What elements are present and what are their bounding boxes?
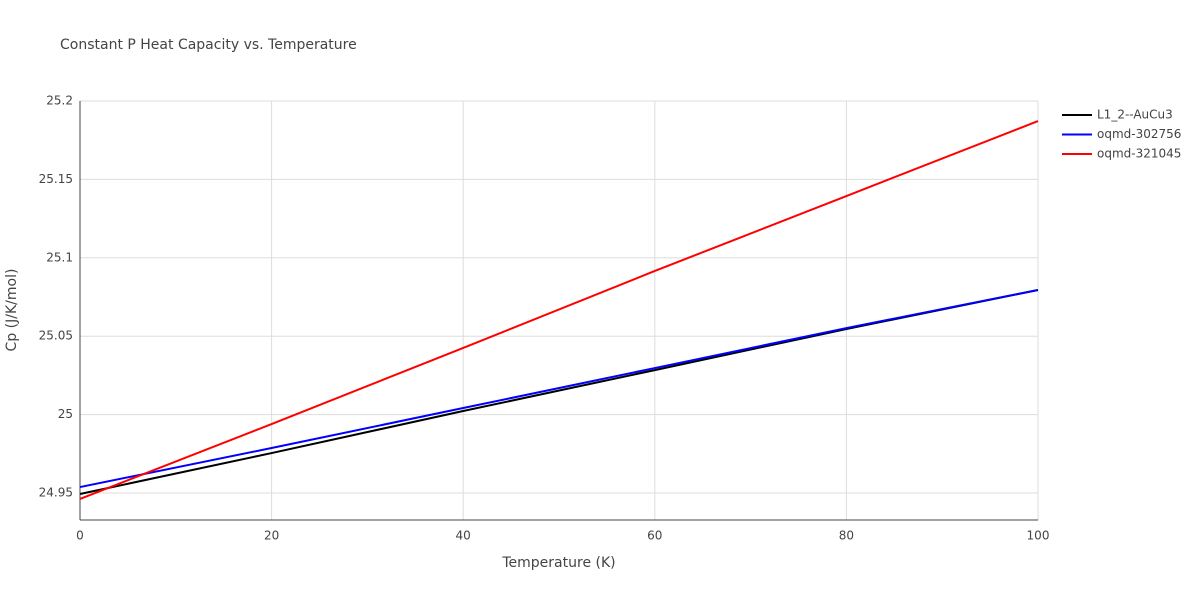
legend-label: oqmd-321045: [1097, 147, 1181, 161]
x-tick-label: 20: [264, 529, 279, 543]
x-tick-label: 80: [839, 529, 854, 543]
x-tick-label: 100: [1027, 529, 1050, 543]
y-tick-label: 25.2: [46, 94, 73, 108]
y-tick-label: 24.95: [39, 486, 73, 500]
x-axis-label: Temperature (K): [501, 555, 615, 571]
y-tick-label: 25: [58, 407, 73, 421]
chart-title: Constant P Heat Capacity vs. Temperature: [60, 37, 357, 53]
line-series: [79, 288, 1039, 489]
x-tick-label: 40: [456, 529, 471, 543]
line-series: [79, 288, 1039, 495]
legend-label: oqmd-302756: [1097, 127, 1181, 141]
x-tick-label: 60: [647, 529, 662, 543]
y-axis-label: Cp (J/K/mol): [4, 269, 20, 352]
y-tick-label: 25.15: [39, 172, 73, 186]
x-tick-label: 0: [76, 529, 84, 543]
legend-label: L1_2--AuCu3: [1097, 108, 1173, 122]
y-tick-label: 25.05: [39, 329, 73, 343]
y-tick-label: 25.1: [46, 250, 73, 264]
line-series: [79, 120, 1039, 500]
